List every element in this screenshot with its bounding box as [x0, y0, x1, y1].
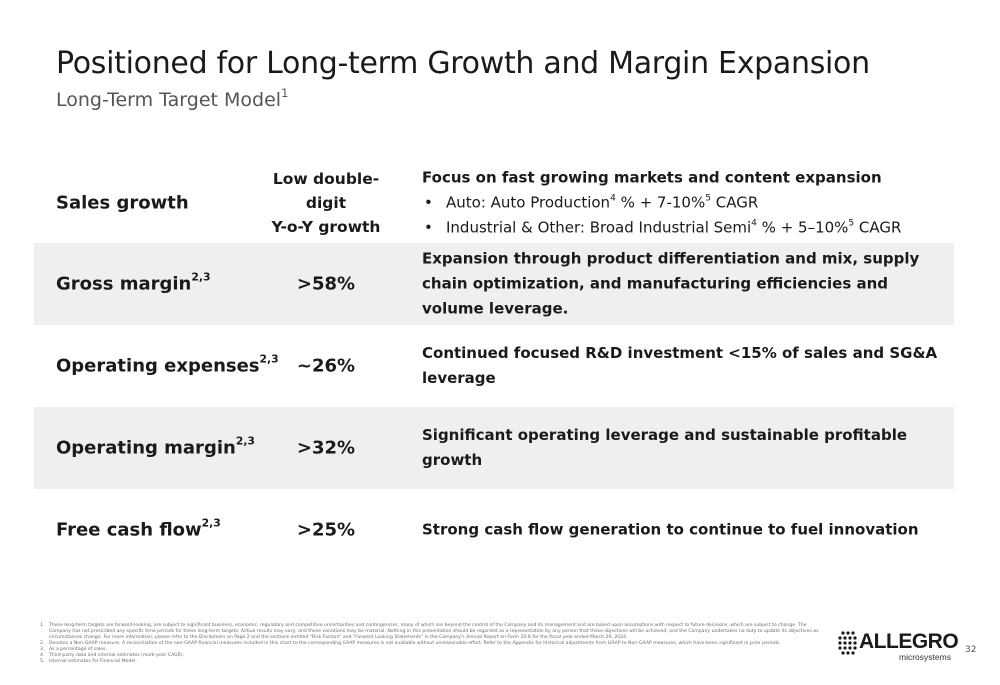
- bullet-text: Auto: Auto Production: [446, 193, 611, 212]
- allegro-logo: ALLEGRO microsystems: [837, 630, 959, 664]
- target-value: ~26%: [296, 355, 356, 377]
- table-row-operating-expenses: Operating expenses2,3 ~26% Continued foc…: [34, 325, 954, 407]
- bullet-text: CAGR: [854, 218, 902, 237]
- metric-text: Operating expenses: [56, 355, 260, 377]
- footnote-number: 2.: [40, 641, 45, 646]
- metric-label: Sales growth: [56, 192, 189, 214]
- footnote: 3. As a percentage of sales.: [40, 647, 820, 653]
- subtitle-footnote-ref: 1: [281, 85, 289, 100]
- target-model-table: Sales growth Low double- digit Y-o-Y gro…: [34, 163, 954, 571]
- footnote: 1. These long-term targets are forward-lo…: [40, 623, 820, 641]
- footnotes: 1. These long-term targets are forward-lo…: [40, 623, 820, 665]
- page-number: 32: [965, 645, 977, 655]
- target-value: >32%: [296, 437, 356, 459]
- bullet-text: Industrial & Other: Broad Industrial Sem…: [446, 218, 752, 237]
- metric-label: Operating expenses2,3: [56, 352, 279, 377]
- row-description: Expansion through product differentiatio…: [422, 249, 920, 318]
- row-description: Continued focused R&D investment <15% of…: [422, 344, 938, 387]
- bullet-text: CAGR: [710, 193, 759, 212]
- footnote-text: Denotes a Non-GAAP measure. A reconcilia…: [49, 641, 781, 646]
- footnote: 5. Internal estimates for Financial Model…: [40, 659, 820, 665]
- footnote-ref: 4: [610, 193, 616, 204]
- bullet-text: % + 7-10%: [615, 193, 706, 212]
- footnote: 4. Third-party data and internal estimate…: [40, 653, 820, 659]
- footnote-number: 5.: [40, 659, 45, 664]
- footnote: 2. Denotes a Non-GAAP measure. A reconcil…: [40, 641, 820, 647]
- target-line: Low double-: [272, 170, 380, 188]
- page-title: Positioned for Long-term Growth and Marg…: [56, 46, 870, 81]
- target-line: Y-o-Y growth: [271, 218, 381, 236]
- footnote-ref: 2,3: [235, 434, 255, 448]
- metric-label: Gross margin2,3: [56, 270, 211, 295]
- bullet-item-auto: • Auto: Auto Production4 % + 7-10%5 CAGR: [422, 191, 950, 216]
- footnote-number: 1.: [40, 623, 45, 628]
- metric-label: Operating margin2,3: [56, 434, 255, 459]
- table-row-sales-growth: Sales growth Low double- digit Y-o-Y gro…: [34, 163, 954, 243]
- metric-text: Free cash flow: [56, 519, 202, 541]
- metric-text: Gross margin: [56, 273, 192, 295]
- footnote-ref: 2,3: [191, 270, 211, 284]
- footnote-ref: 5: [705, 193, 711, 204]
- target-value: Low double- digit Y-o-Y growth: [246, 167, 406, 239]
- bullet-text: % + 5–10%: [756, 218, 849, 237]
- footnote-ref: 2,3: [259, 352, 279, 366]
- row-description: Significant operating leverage and susta…: [422, 426, 908, 469]
- footnote-text: These long-term targets are forward-look…: [49, 623, 819, 640]
- footnote-ref: 2,3: [201, 516, 221, 530]
- bullet-list: • Auto: Auto Production4 % + 7-10%5 CAGR …: [422, 191, 950, 241]
- bullet-icon: •: [424, 193, 433, 212]
- bullet-item-industrial: • Industrial & Other: Broad Industrial Se…: [422, 216, 950, 241]
- logo-subtitle: microsystems: [899, 652, 951, 662]
- allegro-mark-icon: [838, 631, 857, 655]
- target-value: >58%: [296, 273, 356, 295]
- footnote-text: Third-party data and internal estimates …: [49, 653, 185, 658]
- footnote-text: Internal estimates for Financial Model.: [49, 659, 137, 664]
- metric-text: Operating margin: [56, 437, 236, 459]
- row-description: Focus on fast growing markets and conten…: [422, 166, 950, 241]
- page-subtitle: Long-Term Target Model1: [56, 85, 289, 111]
- footnote-number: 3.: [40, 647, 45, 652]
- footnote-text: As a percentage of sales.: [49, 647, 107, 652]
- target-value: >25%: [296, 519, 356, 541]
- table-row-operating-margin: Operating margin2,3 >32% Significant ope…: [34, 407, 954, 489]
- table-row-gross-margin: Gross margin2,3 >58% Expansion through p…: [34, 243, 954, 325]
- metric-label: Free cash flow2,3: [56, 516, 221, 541]
- description-lead: Focus on fast growing markets and conten…: [422, 168, 882, 187]
- footnote-ref: 5: [848, 218, 855, 229]
- row-description: Strong cash flow generation to continue …: [422, 520, 919, 539]
- footnote-ref: 4: [751, 218, 757, 229]
- bullet-icon: •: [424, 218, 433, 237]
- footnote-number: 4.: [40, 653, 45, 658]
- table-row-free-cash-flow: Free cash flow2,3 >25% Strong cash flow …: [34, 489, 954, 571]
- logo-wordmark: ALLEGRO: [859, 630, 959, 653]
- target-line: digit: [305, 194, 347, 212]
- subtitle-text: Long-Term Target Model: [56, 89, 282, 111]
